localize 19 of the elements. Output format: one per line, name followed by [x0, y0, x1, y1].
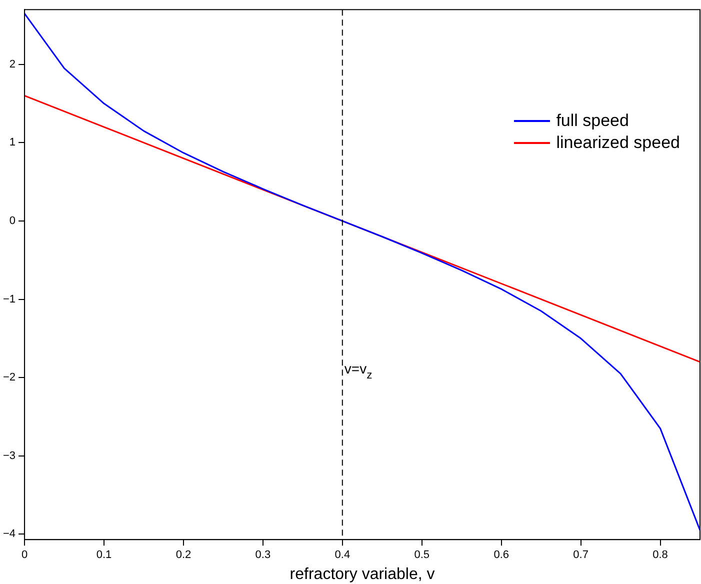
x-axis-title: refractory variable, v [290, 566, 435, 583]
x-tick-label: 0.7 [573, 549, 588, 562]
x-tick-label: 0.1 [96, 549, 112, 562]
legend-label: full speed [556, 111, 629, 132]
x-tick-label: 0.3 [255, 549, 271, 562]
y-tick-label: −4 [2, 528, 16, 540]
x-tick-label: 0 [21, 549, 28, 562]
y-tick-label: 1 [9, 136, 16, 149]
y-tick-label: 0 [9, 215, 16, 228]
y-tick-label: −3 [2, 450, 16, 462]
x-tick-label: 0.4 [334, 549, 350, 562]
x-tick-label: 0.2 [176, 549, 192, 562]
y-tick-label: −2 [2, 372, 16, 384]
y-tick-label: 2 [9, 58, 16, 70]
y-tick-label: −1 [2, 293, 16, 306]
x-tick-label: 0.5 [414, 549, 430, 562]
legend-label: linearized speed [556, 133, 680, 154]
x-tick-label: 0.6 [494, 549, 509, 562]
x-tick-label: 0.8 [652, 549, 668, 562]
